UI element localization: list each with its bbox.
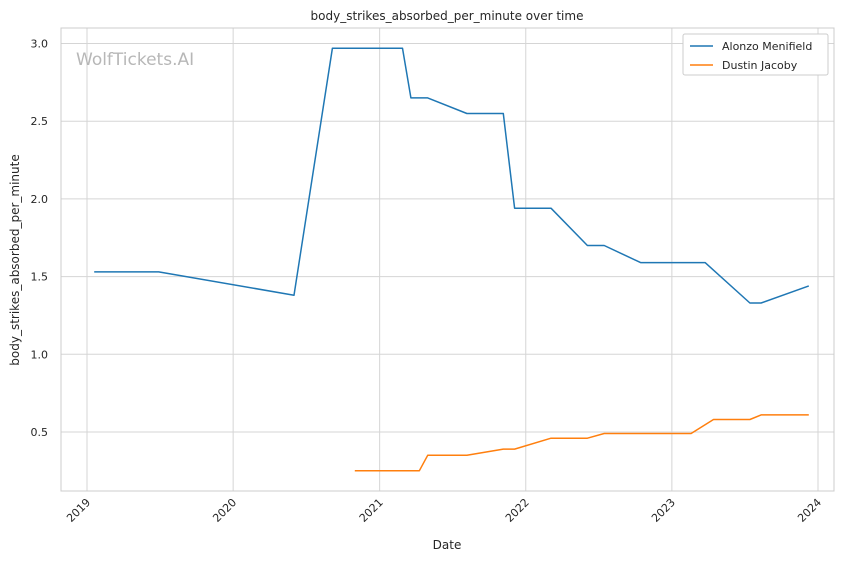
chart-title: body_strikes_absorbed_per_minute over ti… [311,9,584,23]
y-axis-label: body_strikes_absorbed_per_minute [8,154,22,365]
y-tick-label: 0.5 [31,426,49,439]
series-line-1 [354,414,809,472]
legend-label: Alonzo Menifield [722,40,812,53]
watermark: WolfTickets.AI [76,50,194,70]
y-tick-label: 1.0 [31,348,49,361]
x-axis-label: Date [433,538,462,552]
grid [61,28,834,491]
y-tick-label: 1.5 [31,271,49,284]
y-axis-ticks: 0.5 1.0 1.5 2.0 2.5 3.0 [31,38,49,439]
y-tick-label: 2.5 [31,115,49,128]
legend-label: Dustin Jacoby [722,59,798,72]
y-tick-label: 2.0 [31,193,49,206]
plot-frame [60,27,835,492]
series-layer [94,47,810,472]
series-line-0 [94,47,810,304]
legend: Alonzo Menifield Dustin Jacoby [682,33,829,76]
legend-box [682,33,829,76]
y-tick-label: 3.0 [31,38,49,51]
